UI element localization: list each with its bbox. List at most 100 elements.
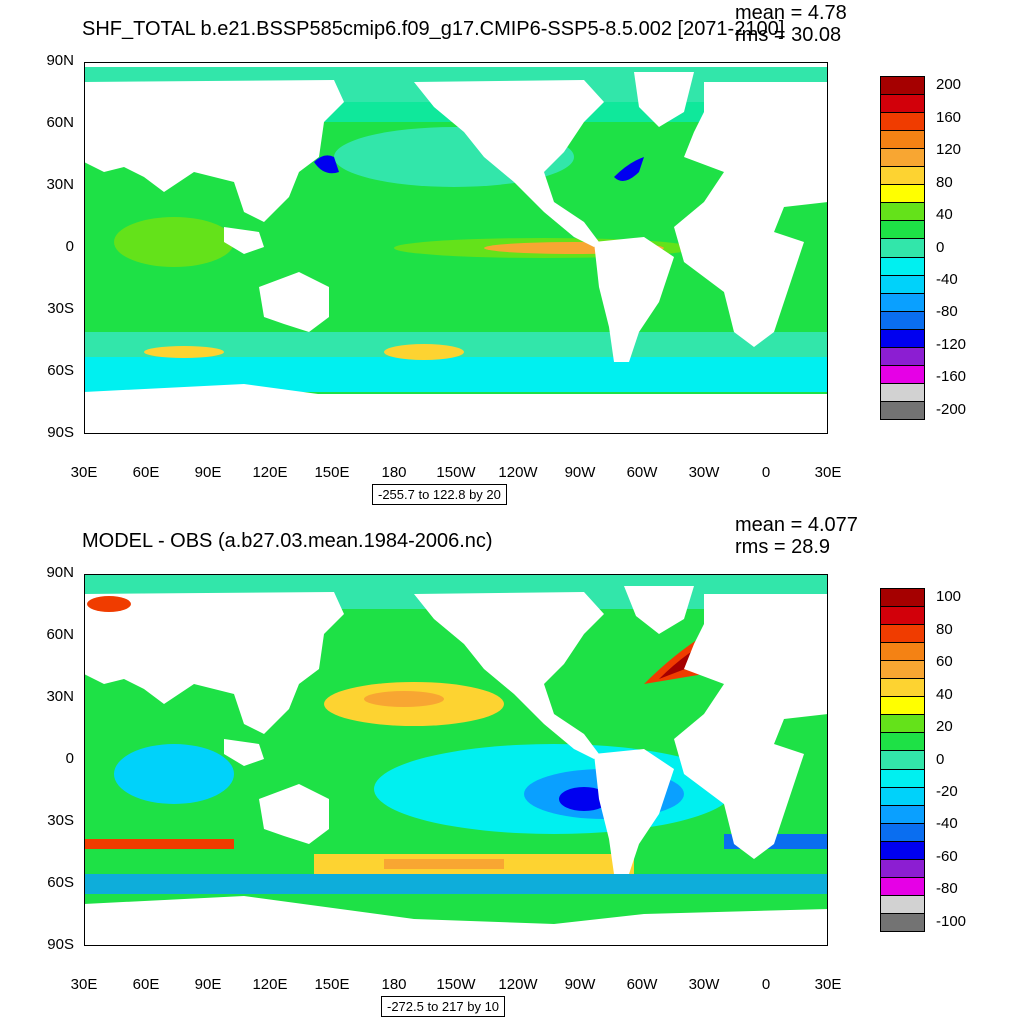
lon-label: 120E [252, 976, 288, 993]
map-frame [84, 574, 828, 946]
colorbar-swatch [880, 588, 925, 608]
colorbar-swatch [880, 238, 925, 258]
colorbar-label: -120 [936, 335, 967, 353]
lon-label: 90W [564, 976, 596, 993]
lon-label: 30E [70, 976, 98, 993]
panel-shf-total: SHF_TOTAL b.e21.BSSP585cmip6.f09_g17.CMI… [46, 2, 967, 505]
lon-label: 150W [436, 976, 476, 993]
lon-label: 90E [194, 976, 222, 993]
colorbar-swatch [880, 382, 925, 402]
colorbar-swatch [880, 660, 925, 680]
lon-label: 60W [626, 464, 658, 481]
lat-label: 60S [47, 362, 74, 379]
panel-title: SHF_TOTAL b.e21.BSSP585cmip6.f09_g17.CMI… [82, 18, 785, 40]
colorbar-swatch [880, 696, 925, 716]
lon-label: 120W [498, 464, 538, 481]
colorbar-label: -100 [936, 912, 967, 930]
lat-label: 0 [65, 750, 74, 767]
lon-label: 180 [381, 464, 407, 481]
map-plot [84, 62, 828, 434]
colorbar-label: 20 [936, 718, 953, 735]
lon-label: 90W [564, 464, 596, 481]
panel-model-obs: MODEL - OBS (a.b27.03.mean.1984-2006.nc)… [0, 512, 1024, 1024]
map-plot [84, 574, 828, 946]
colorbar-label: -200 [936, 400, 967, 418]
contour-range-label: -255.7 to 122.8 by 20 [372, 484, 507, 505]
colorbar-label: 120 [936, 141, 962, 159]
lat-label: 90S [47, 424, 74, 441]
colorbar-swatch [880, 94, 925, 114]
colorbar-label: -40 [936, 815, 958, 833]
colorbar-label: -80 [936, 880, 958, 898]
colorbar-swatch [880, 804, 925, 824]
colorbar-swatch [880, 714, 925, 734]
colorbar-swatch [880, 166, 925, 186]
colorbar-swatch [880, 400, 925, 420]
colorbar-swatch [880, 148, 925, 168]
colorbar-swatch [880, 274, 925, 294]
colorbar-swatch [880, 786, 925, 806]
lon-label: 30W [688, 464, 720, 481]
lat-label: 30S [47, 300, 74, 317]
lon-label: 30W [688, 976, 720, 993]
lon-label: 30E [70, 464, 98, 481]
lon-label: 120E [252, 464, 288, 481]
lon-label: 150E [314, 464, 350, 481]
lon-label: 150W [436, 464, 476, 481]
mean-value: mean = 4.077 [735, 514, 858, 536]
colorbar-swatch [880, 256, 925, 276]
lat-label: 30N [46, 688, 74, 705]
lon-label: 180 [381, 976, 407, 993]
colorbar-swatch [880, 220, 925, 240]
colorbar-swatch [880, 642, 925, 662]
lon-label: 60E [132, 976, 160, 993]
lon-label: 0 [761, 464, 771, 481]
colorbar-label: -60 [936, 847, 958, 865]
lon-label: 90E [194, 464, 222, 481]
colorbar-label: 160 [936, 108, 962, 126]
map-field [84, 574, 828, 946]
lon-label: 60E [132, 464, 160, 481]
lat-label: 90N [46, 52, 74, 69]
colorbar-swatch [880, 894, 925, 914]
rms-value: rms = 30.08 [735, 24, 842, 46]
lon-label: 150E [314, 976, 350, 993]
colorbar-label: -20 [936, 782, 958, 800]
colorbar [880, 588, 925, 932]
colorbar-label: 40 [936, 685, 953, 703]
colorbar-swatch [880, 606, 925, 626]
colorbar-swatch [880, 624, 925, 644]
colorbar-label: 0 [936, 750, 945, 768]
lon-label: 0 [761, 976, 771, 993]
rms-value: rms = 28.9 [735, 536, 831, 558]
lat-label: 30N [46, 176, 74, 193]
panel-title: MODEL - OBS (a.b27.03.mean.1984-2006.nc) [82, 530, 493, 552]
colorbar-swatch [880, 732, 925, 752]
lat-label: 90S [47, 936, 74, 953]
colorbar-label: 0 [936, 238, 945, 256]
colorbar-swatch [880, 202, 925, 222]
colorbar-label: 100 [936, 588, 962, 606]
lon-label: 60W [626, 976, 658, 993]
colorbar-swatch [880, 346, 925, 366]
colorbar [880, 76, 925, 420]
colorbar-swatch [880, 858, 925, 878]
colorbar-swatch [880, 292, 925, 312]
colorbar-swatch [880, 840, 925, 860]
colorbar-swatch [880, 130, 925, 150]
lat-label: 90N [46, 564, 74, 581]
colorbar-label: -40 [936, 270, 958, 288]
map-field [84, 62, 828, 434]
colorbar-swatch [880, 184, 925, 204]
lat-label: 60S [47, 874, 74, 891]
lat-label: 0 [65, 238, 74, 255]
lon-label: 120W [498, 976, 538, 993]
contour-range-label: -272.5 to 217 by 10 [381, 996, 506, 1017]
mean-value: mean = 4.78 [735, 2, 847, 24]
colorbar-swatch [880, 678, 925, 698]
colorbar-label: 40 [936, 206, 953, 223]
colorbar-swatch [880, 310, 925, 330]
colorbar-label: -80 [936, 303, 958, 321]
colorbar-label: 80 [936, 620, 953, 638]
lon-label: 30E [814, 976, 842, 993]
